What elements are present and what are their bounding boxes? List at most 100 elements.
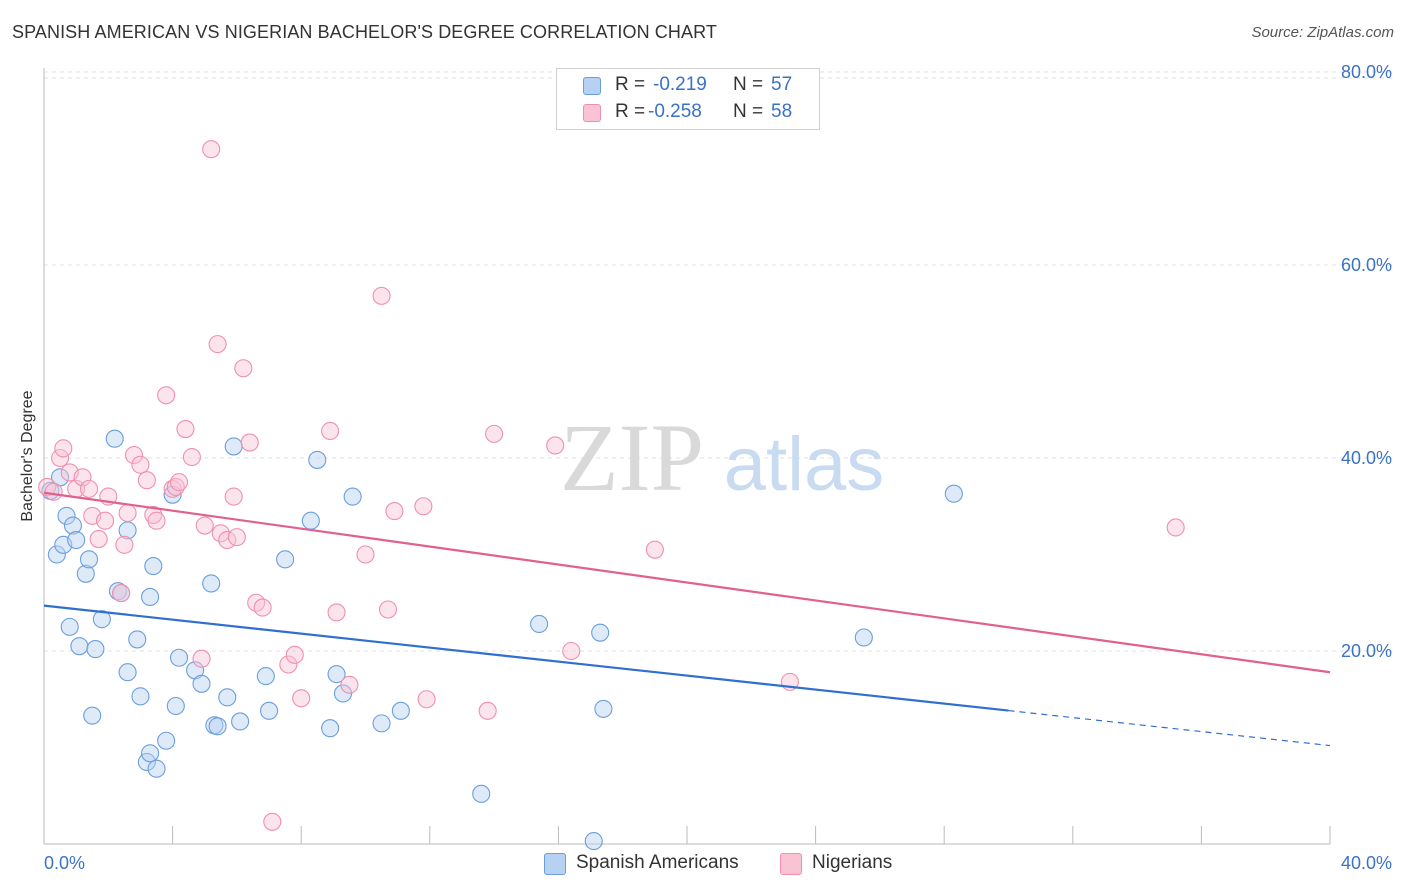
data-point bbox=[131, 455, 150, 474]
data-point bbox=[944, 484, 963, 503]
data-point bbox=[208, 335, 227, 354]
data-point bbox=[157, 731, 176, 750]
data-point bbox=[292, 689, 311, 708]
data-point bbox=[385, 502, 404, 521]
data-point bbox=[231, 712, 250, 731]
data-point bbox=[147, 511, 166, 530]
data-point bbox=[124, 446, 144, 465]
data-point bbox=[224, 437, 243, 456]
data-point bbox=[240, 433, 259, 452]
data-point bbox=[115, 535, 134, 554]
trend-line-spanish-americans bbox=[43, 604, 1009, 712]
legend-n-label: N = bbox=[733, 101, 764, 122]
data-point bbox=[256, 667, 275, 686]
data-point bbox=[591, 623, 610, 642]
data-point bbox=[263, 812, 282, 831]
y-tick-label: 20.0% bbox=[1341, 641, 1392, 661]
data-point bbox=[47, 545, 66, 564]
data-point bbox=[141, 744, 160, 763]
data-point bbox=[157, 386, 176, 405]
bottom-legend-label: Spanish Americans bbox=[576, 852, 739, 873]
y-tick-label: 80.0% bbox=[1341, 62, 1392, 82]
y-tick-label: 40.0% bbox=[1341, 448, 1392, 468]
data-point bbox=[131, 687, 150, 706]
legend-n-value: 58 bbox=[771, 101, 793, 122]
data-point bbox=[83, 706, 102, 725]
data-point bbox=[414, 497, 433, 516]
data-point bbox=[118, 503, 137, 523]
watermark-atlas: atlas bbox=[724, 422, 885, 507]
data-point bbox=[234, 359, 253, 378]
data-point bbox=[645, 540, 664, 559]
x-tick-label-max: 40.0% bbox=[1341, 853, 1392, 873]
legend-r-label: R = bbox=[615, 101, 646, 122]
data-point bbox=[44, 482, 63, 501]
chart-title: SPANISH AMERICAN VS NIGERIAN BACHELOR'S … bbox=[12, 22, 717, 42]
data-point bbox=[285, 645, 304, 664]
legend-r-value: -0.219 bbox=[653, 74, 707, 95]
axes bbox=[43, 68, 1331, 845]
data-point bbox=[128, 630, 147, 649]
data-point bbox=[73, 468, 92, 487]
legend-n-label: N = bbox=[733, 74, 764, 95]
data-point bbox=[391, 701, 410, 720]
data-point bbox=[192, 649, 211, 668]
data-point bbox=[96, 511, 115, 530]
data-point bbox=[118, 663, 137, 682]
stats-legend: R = -0.219 N = 57 R = -0.258 N = 58 bbox=[556, 68, 820, 130]
source-label: Source: ZipAtlas.com bbox=[1251, 24, 1394, 41]
series-spanish-americans bbox=[41, 429, 963, 851]
data-point bbox=[202, 140, 221, 159]
data-point bbox=[137, 471, 156, 490]
data-point bbox=[327, 603, 346, 622]
series-points bbox=[38, 140, 1185, 851]
data-point bbox=[227, 528, 246, 547]
legend-r-value: -0.258 bbox=[648, 101, 702, 122]
data-point bbox=[372, 286, 391, 305]
data-point bbox=[546, 436, 565, 455]
data-point bbox=[141, 587, 160, 607]
legend-r-label: R = bbox=[615, 74, 646, 95]
data-point bbox=[63, 516, 82, 535]
data-point bbox=[321, 421, 340, 441]
bottom-legend-swatch-nigerians bbox=[780, 853, 802, 875]
data-point bbox=[144, 557, 163, 576]
data-point bbox=[1166, 518, 1185, 537]
data-point bbox=[253, 598, 272, 617]
data-point bbox=[89, 530, 108, 549]
data-point bbox=[92, 610, 111, 629]
data-point bbox=[327, 665, 346, 684]
data-point bbox=[166, 477, 185, 497]
data-point bbox=[224, 487, 243, 506]
data-point bbox=[51, 448, 70, 468]
data-point bbox=[60, 617, 79, 636]
legend-swatch-nigerians bbox=[583, 104, 601, 122]
data-point bbox=[169, 473, 189, 492]
data-point bbox=[562, 641, 581, 661]
data-point bbox=[163, 479, 182, 498]
data-point bbox=[372, 714, 391, 733]
data-point bbox=[192, 674, 211, 693]
data-point bbox=[57, 506, 76, 525]
data-point bbox=[147, 759, 166, 778]
watermark: ZIP atlas bbox=[560, 404, 884, 511]
data-point bbox=[208, 717, 227, 736]
data-point bbox=[70, 637, 89, 656]
data-point bbox=[472, 784, 491, 803]
trend-line-nigerians bbox=[43, 491, 1331, 674]
trend-line-extension bbox=[1008, 709, 1331, 747]
data-point bbox=[279, 655, 298, 674]
data-point bbox=[108, 582, 127, 601]
data-point bbox=[340, 675, 359, 694]
data-point bbox=[343, 487, 362, 506]
x-tick-label-min: 0.0% bbox=[44, 853, 85, 873]
data-point bbox=[378, 600, 398, 619]
bottom-legend-swatch-spanish-americans bbox=[544, 853, 566, 875]
series-nigerians bbox=[38, 140, 1185, 831]
data-point bbox=[301, 511, 320, 530]
data-point bbox=[276, 550, 295, 569]
data-point bbox=[356, 545, 375, 564]
data-point bbox=[182, 447, 201, 467]
tick-labels: 20.0% 40.0% 60.0% 80.0% 0.0% 40.0% bbox=[44, 62, 1392, 873]
